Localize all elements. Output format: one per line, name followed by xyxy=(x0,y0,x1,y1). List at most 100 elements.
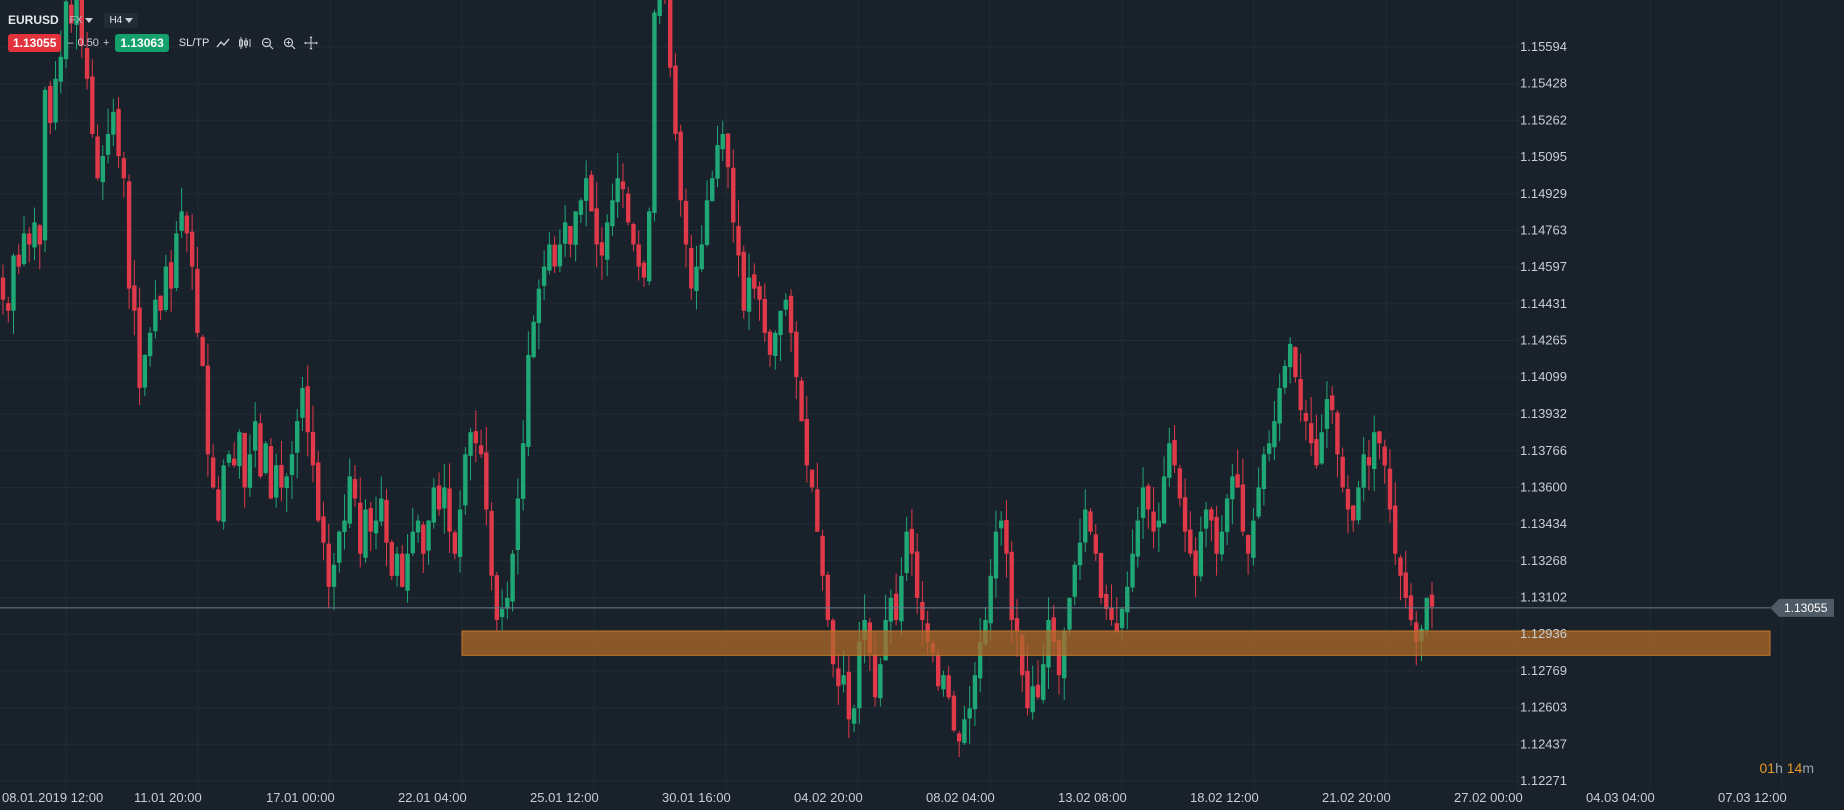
candle xyxy=(21,216,27,267)
chevron-down-icon xyxy=(85,17,94,23)
candle xyxy=(1277,373,1282,442)
candle xyxy=(126,174,132,309)
candle xyxy=(846,654,852,739)
candle xyxy=(941,670,946,697)
candle xyxy=(1319,414,1324,466)
candle xyxy=(1093,523,1098,561)
candle xyxy=(778,310,783,362)
candle xyxy=(1219,515,1225,562)
price-tick-label: 1.15262 xyxy=(1520,112,1567,127)
candle xyxy=(773,330,778,370)
candle xyxy=(552,236,557,273)
candle xyxy=(321,501,326,560)
candle xyxy=(1256,467,1261,520)
candle xyxy=(305,365,310,457)
candle xyxy=(689,234,694,300)
candle xyxy=(310,405,316,483)
time-axis[interactable]: 08.01.2019 12:00 11.01 20:00 17.01 00:00 22… xyxy=(2,790,1787,805)
zoom-out-icon[interactable] xyxy=(259,35,275,51)
zoom-in-icon[interactable] xyxy=(281,35,297,51)
candle xyxy=(263,441,268,475)
candle xyxy=(841,650,846,693)
price-axis[interactable]: 1.15594 1.15428 1.15262 1.15095 1.14929 1.147… xyxy=(1520,39,1567,788)
candle xyxy=(1088,508,1093,535)
candle xyxy=(1009,541,1014,644)
candle xyxy=(993,510,999,598)
candle xyxy=(394,547,400,587)
candle xyxy=(1125,571,1130,630)
candle xyxy=(252,402,258,468)
candle xyxy=(1172,424,1177,474)
candle xyxy=(704,180,710,247)
line-chart-icon[interactable] xyxy=(215,35,231,51)
candle xyxy=(909,508,915,576)
candle xyxy=(463,446,468,515)
candle xyxy=(1156,502,1162,553)
sell-price-button[interactable]: 1.13055 xyxy=(8,34,62,52)
crosshair-icon[interactable] xyxy=(303,35,319,51)
candle xyxy=(1408,583,1414,627)
candle xyxy=(499,589,505,632)
support-zone[interactable] xyxy=(461,630,1771,656)
candle xyxy=(247,434,253,497)
time-tick-label: 04.02 20:00 xyxy=(794,790,863,805)
candle xyxy=(562,204,568,257)
candle xyxy=(1356,480,1361,525)
spread-control: – 0.50 + xyxy=(67,37,109,49)
candle xyxy=(547,232,552,275)
price-tick-label: 1.14929 xyxy=(1520,186,1567,201)
candle xyxy=(836,653,841,705)
candle xyxy=(95,124,100,181)
current-price-badge: 1.13055 xyxy=(1770,598,1834,617)
candle xyxy=(1329,386,1335,424)
market-dropdown[interactable]: FX xyxy=(65,13,99,28)
buy-price-button[interactable]: 1.13063 xyxy=(115,34,169,52)
candle xyxy=(962,705,967,746)
candles-icon[interactable] xyxy=(237,35,253,51)
candle xyxy=(32,207,37,261)
price-tick-label: 1.13434 xyxy=(1520,516,1567,531)
candle xyxy=(668,0,673,78)
candle xyxy=(599,227,605,280)
countdown-hours-unit: h xyxy=(1775,760,1783,776)
candle xyxy=(379,476,384,527)
candle xyxy=(179,187,184,238)
candle xyxy=(0,264,6,315)
candle xyxy=(1109,584,1114,626)
candle xyxy=(142,354,148,397)
candle xyxy=(1372,415,1377,492)
candle xyxy=(752,263,757,299)
candle xyxy=(578,197,584,223)
candle xyxy=(988,558,993,641)
candle xyxy=(594,181,599,267)
symbol-name[interactable]: EURUSD xyxy=(8,13,59,27)
candle xyxy=(137,287,142,406)
candle xyxy=(757,281,762,321)
candle xyxy=(1161,456,1167,525)
candle xyxy=(1361,436,1366,502)
timeframe-label: H4 xyxy=(109,14,123,26)
spread-decrease-button[interactable]: – xyxy=(67,37,74,49)
candle xyxy=(620,163,626,208)
candle xyxy=(405,534,410,603)
sltp-button[interactable]: SL/TP xyxy=(178,37,210,49)
candle xyxy=(478,429,484,458)
candle xyxy=(74,0,79,50)
timeframe-dropdown[interactable]: H4 xyxy=(104,12,139,28)
candle xyxy=(1245,534,1251,575)
candle xyxy=(105,108,111,164)
spread-increase-button[interactable]: + xyxy=(102,37,110,49)
candle xyxy=(468,428,473,481)
candle xyxy=(694,245,699,310)
candle xyxy=(615,153,620,218)
candle xyxy=(710,170,715,202)
candle xyxy=(400,544,405,588)
candle xyxy=(1398,554,1403,601)
candle xyxy=(1098,552,1104,604)
candle xyxy=(436,472,442,516)
candle xyxy=(1072,561,1077,606)
candle xyxy=(678,124,683,217)
candle xyxy=(652,9,657,222)
candle xyxy=(358,477,363,568)
